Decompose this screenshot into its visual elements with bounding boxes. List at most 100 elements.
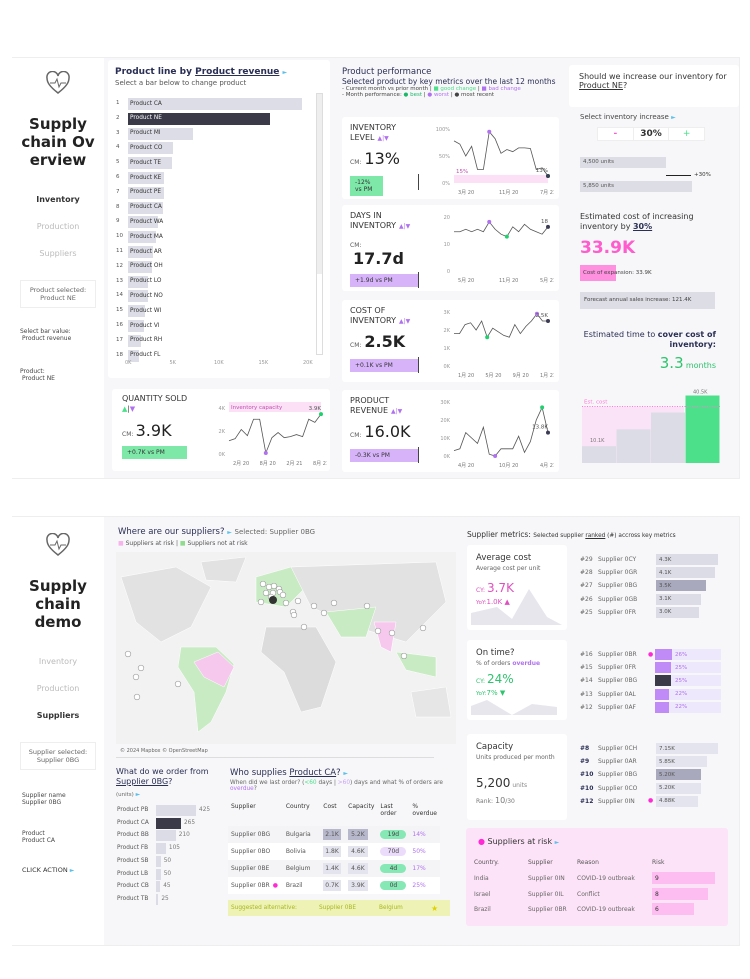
order-bar[interactable] bbox=[156, 830, 176, 842]
rank-bar[interactable] bbox=[656, 769, 702, 781]
rank-bar[interactable] bbox=[656, 554, 718, 565]
supplier-map[interactable] bbox=[116, 552, 456, 744]
supplier-marker[interactable] bbox=[133, 693, 141, 701]
order-bar[interactable] bbox=[156, 805, 196, 816]
supplier-link[interactable]: Supplier 0BG bbox=[116, 777, 169, 786]
supplier-marker[interactable] bbox=[363, 602, 371, 610]
product-bar[interactable] bbox=[128, 275, 149, 288]
scrollbar[interactable] bbox=[316, 93, 323, 355]
rank-bar[interactable] bbox=[656, 743, 718, 754]
order-bar[interactable] bbox=[156, 881, 161, 893]
country-shape[interactable] bbox=[260, 626, 337, 713]
supplier-marker[interactable] bbox=[330, 599, 338, 607]
supplier-marker[interactable] bbox=[388, 629, 396, 637]
worst-point[interactable] bbox=[493, 454, 498, 458]
supplier-marker[interactable] bbox=[290, 611, 298, 619]
recent-point[interactable] bbox=[546, 224, 550, 229]
supplier-marker[interactable] bbox=[279, 591, 287, 599]
best-point[interactable] bbox=[485, 335, 490, 340]
supplier-row[interactable]: Supplier 0BE Belgium 1.4K 4.6K 4d 17% bbox=[228, 860, 440, 877]
supplier-marker[interactable] bbox=[132, 673, 140, 681]
supplier-row[interactable]: Supplier 0BO Bolivia 1.8K 4.6K 70d 50% bbox=[228, 843, 440, 860]
best-point[interactable] bbox=[504, 234, 509, 239]
selected-supplier-marker[interactable] bbox=[269, 596, 277, 604]
pct-link[interactable]: 30% bbox=[632, 222, 653, 231]
rank-bar[interactable] bbox=[656, 795, 699, 807]
rank-bar[interactable] bbox=[656, 567, 716, 579]
risk-bar[interactable] bbox=[652, 887, 708, 900]
country-shape[interactable] bbox=[193, 651, 235, 688]
supplier-marker[interactable] bbox=[124, 650, 132, 658]
risk-bar[interactable] bbox=[652, 872, 715, 884]
product-bar[interactable] bbox=[128, 172, 165, 184]
supplier-marker[interactable] bbox=[320, 609, 328, 617]
supplier-marker[interactable] bbox=[174, 680, 182, 688]
best-point[interactable] bbox=[319, 412, 323, 417]
product-bar[interactable] bbox=[128, 201, 163, 214]
click-action-button[interactable]: CLICK ACTION ► bbox=[22, 866, 94, 874]
supplier-marker[interactable] bbox=[137, 664, 145, 672]
product-link[interactable]: Product CA bbox=[289, 768, 337, 778]
supplier-marker[interactable] bbox=[259, 580, 267, 588]
supplier-marker[interactable] bbox=[294, 597, 302, 605]
supplier-marker[interactable] bbox=[265, 583, 273, 591]
product-bar[interactable] bbox=[128, 320, 145, 332]
nav-production[interactable]: Production bbox=[36, 684, 80, 693]
suggested-alternative[interactable]: Suggested alternative: Supplier 0BE Belg… bbox=[228, 900, 450, 916]
supplier-marker[interactable] bbox=[262, 589, 270, 597]
ranked-link[interactable]: ranked bbox=[585, 533, 606, 539]
best-point[interactable] bbox=[540, 405, 545, 410]
nav-production[interactable]: Production bbox=[36, 222, 80, 231]
payback-bar[interactable] bbox=[685, 395, 720, 464]
recent-point[interactable] bbox=[546, 319, 550, 323]
worst-point[interactable] bbox=[487, 219, 492, 224]
minus-button[interactable]: - bbox=[613, 129, 618, 139]
product-bar[interactable] bbox=[128, 290, 149, 303]
country-shape[interactable] bbox=[290, 561, 447, 643]
supplier-row[interactable]: Supplier 0BG Bulgaria 2.1K 5.2K 19d 14% bbox=[228, 826, 440, 843]
product-bar[interactable] bbox=[128, 127, 193, 140]
supplier-row[interactable]: Supplier 0BR ● Brazil 0.7K 3.9K 0d 25% bbox=[228, 877, 440, 894]
rank-bar[interactable] bbox=[655, 688, 670, 700]
supplier-marker[interactable] bbox=[419, 624, 427, 632]
rank-bar[interactable] bbox=[656, 593, 701, 605]
increase-stepper[interactable]: - 30% + bbox=[597, 127, 705, 141]
country-shape[interactable] bbox=[373, 621, 397, 653]
order-bar[interactable] bbox=[156, 868, 161, 880]
product-bar[interactable] bbox=[128, 142, 173, 155]
rank-bar[interactable] bbox=[656, 756, 707, 768]
order-bar[interactable] bbox=[156, 843, 166, 855]
product-revenue-link[interactable]: Product revenue bbox=[195, 67, 280, 77]
country-shape[interactable] bbox=[325, 606, 377, 638]
product-bar[interactable] bbox=[128, 349, 139, 362]
product-bar[interactable] bbox=[128, 186, 164, 199]
payback-bar[interactable] bbox=[651, 412, 685, 464]
product-bar[interactable] bbox=[128, 112, 271, 125]
plus-button[interactable]: + bbox=[682, 129, 691, 139]
rank-bar[interactable] bbox=[655, 675, 672, 687]
product-bar[interactable] bbox=[128, 231, 157, 244]
worst-point[interactable] bbox=[263, 450, 268, 455]
supplier-marker[interactable] bbox=[270, 582, 278, 590]
recent-point[interactable] bbox=[546, 173, 550, 178]
product-bar[interactable] bbox=[128, 246, 153, 258]
rank-bar[interactable] bbox=[656, 782, 702, 794]
supplier-marker[interactable] bbox=[282, 599, 290, 607]
recent-point[interactable] bbox=[546, 430, 550, 435]
rank-bar[interactable] bbox=[656, 606, 700, 618]
country-shape[interactable] bbox=[120, 566, 212, 643]
product-bar[interactable] bbox=[128, 216, 159, 229]
risk-bar[interactable] bbox=[652, 903, 694, 915]
nav-suppliers[interactable]: Suppliers bbox=[36, 711, 80, 720]
worst-point[interactable] bbox=[534, 311, 539, 316]
nav-inventory[interactable]: Inventory bbox=[38, 657, 78, 666]
nav-inventory[interactable]: Inventory bbox=[36, 195, 80, 204]
supplier-marker[interactable] bbox=[300, 623, 308, 631]
payback-bar[interactable] bbox=[616, 429, 651, 463]
nav-suppliers[interactable]: Suppliers bbox=[39, 249, 77, 258]
product-link[interactable]: Product NE bbox=[579, 81, 623, 90]
worst-point[interactable] bbox=[487, 129, 492, 134]
product-bar[interactable] bbox=[128, 157, 172, 170]
supplier-marker[interactable] bbox=[310, 602, 318, 610]
supplier-marker[interactable] bbox=[400, 652, 408, 660]
